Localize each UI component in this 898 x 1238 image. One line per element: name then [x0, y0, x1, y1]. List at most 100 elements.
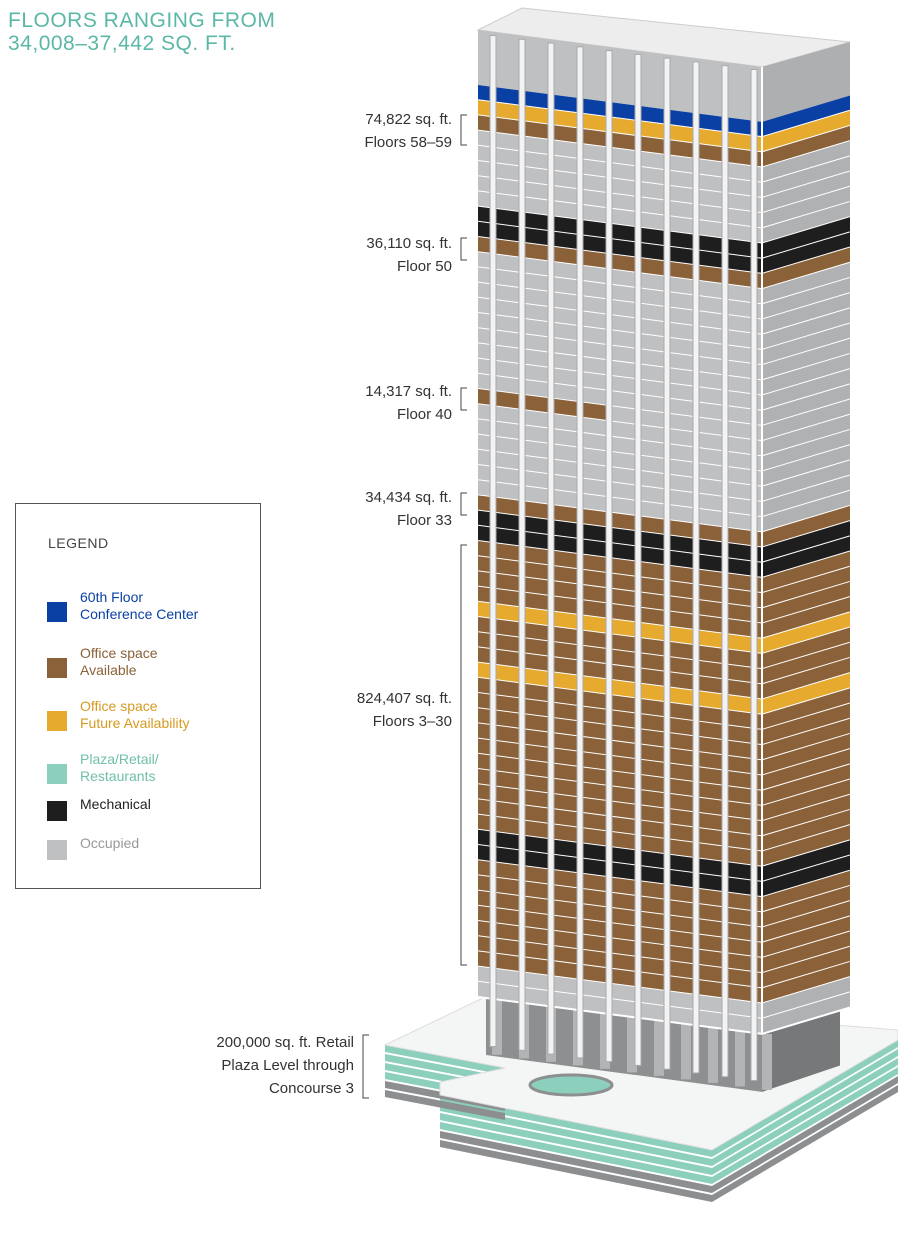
annotation-text: 200,000 sq. ft. Retail: [216, 1034, 354, 1051]
plaza-stripe: [712, 1040, 898, 1157]
annotation-text: 74,822 sq. ft.: [365, 111, 452, 128]
floor-side: [762, 338, 850, 381]
floor-side: [762, 156, 850, 198]
floor-side: [762, 110, 850, 153]
plaza-stripe: [385, 1090, 505, 1120]
floor-side: [762, 688, 850, 730]
plaza-stripe: [440, 1140, 712, 1202]
floor-side: [762, 627, 850, 670]
plaza-stripe: [712, 1085, 898, 1202]
legend-swatch: [47, 840, 67, 860]
lobby-column: [762, 1033, 772, 1090]
floor-side: [762, 764, 850, 806]
floor-side: [762, 703, 850, 746]
legend-label: Future Availability: [80, 715, 189, 731]
annotation-text: Floor 33: [397, 512, 452, 529]
floor-side: [762, 581, 850, 624]
mullion: [518, 38, 526, 1051]
floor-line: [761, 489, 851, 519]
floor-side: [762, 201, 850, 244]
mullion: [489, 35, 497, 1048]
annotation-text: Floor 40: [397, 406, 452, 423]
floor-side: [762, 521, 850, 563]
annotation-bracket: [460, 237, 467, 261]
plaza-stripe: [440, 1104, 712, 1166]
floor-side: [762, 247, 850, 290]
plaza-opening: [528, 1073, 614, 1097]
floor-side: [762, 992, 850, 1034]
floor-side: [762, 779, 850, 822]
floor-side: [762, 794, 850, 837]
legend-box: [15, 503, 261, 889]
tower: [476, 7, 851, 1092]
floor-side: [762, 612, 850, 654]
mullion: [692, 61, 700, 1074]
floor-side: [762, 217, 850, 259]
floor-line: [761, 504, 851, 534]
mullion: [576, 46, 584, 1059]
floor-side: [762, 369, 850, 411]
mullion: [721, 65, 729, 1078]
mullion: [547, 42, 555, 1055]
legend-swatch: [47, 602, 67, 622]
floor-side: [762, 353, 850, 396]
floor-side: [762, 95, 850, 138]
annotation-text: Floors 58–59: [364, 134, 452, 151]
lobby-column: [708, 1026, 718, 1083]
lobby-column: [492, 998, 502, 1055]
lobby-column: [681, 1023, 691, 1080]
mullion: [663, 57, 671, 1070]
mullion: [750, 68, 758, 1081]
floor-side: [762, 323, 850, 366]
annotation-bracket: [362, 1034, 369, 1099]
annotation-bracket: [460, 387, 467, 411]
floor-side: [762, 916, 850, 958]
lobby-column: [654, 1019, 664, 1076]
floor-side: [762, 673, 850, 715]
legend-swatch: [47, 801, 67, 821]
floor-side: [762, 749, 850, 791]
legend-label: Occupied: [80, 835, 139, 851]
floor-side: [762, 566, 850, 609]
floor-side: [762, 733, 850, 776]
floor-side: [762, 232, 850, 274]
plaza-stripe: [712, 1049, 898, 1166]
title-line: 34,008–37,442 SQ. FT.: [8, 32, 236, 55]
legend-label: 60th Floor: [80, 589, 143, 605]
floor-side: [762, 961, 850, 1004]
floor-side: [762, 597, 850, 639]
parapet-side: [762, 42, 850, 122]
legend-label: Mechanical: [80, 796, 151, 812]
floor-side: [762, 429, 850, 472]
legend-swatch: [47, 711, 67, 731]
legend-label: Plaza/Retail/: [80, 751, 159, 767]
plaza-stripe: [440, 1122, 712, 1184]
floor-side: [762, 505, 850, 548]
floor-side: [762, 414, 850, 457]
floor-line: [761, 1006, 851, 1035]
lobby-column: [735, 1030, 745, 1087]
annotation-bracket: [460, 544, 467, 966]
floor-side: [762, 384, 850, 426]
annotation-text: Plaza Level through: [221, 1057, 354, 1074]
floor-side: [762, 840, 850, 882]
plaza-stripe: [385, 1045, 505, 1075]
legend-swatch: [47, 658, 67, 678]
floor-side: [762, 551, 850, 594]
legend-swatch: [47, 764, 67, 784]
floor-side: [762, 870, 850, 913]
floor-side: [762, 855, 850, 898]
lobby-column: [600, 1012, 610, 1069]
floor-side: [762, 277, 850, 320]
legend-label: Conference Center: [80, 606, 199, 622]
legend-label: Office space: [80, 645, 158, 661]
annotation-text: 36,110 sq. ft.: [366, 235, 452, 252]
floor-side: [762, 125, 850, 168]
mullion: [634, 53, 642, 1066]
floor-side: [762, 809, 850, 852]
floor-side: [762, 262, 850, 305]
floor-side: [762, 946, 850, 989]
annotation-text: 34,434 sq. ft.: [365, 489, 452, 506]
